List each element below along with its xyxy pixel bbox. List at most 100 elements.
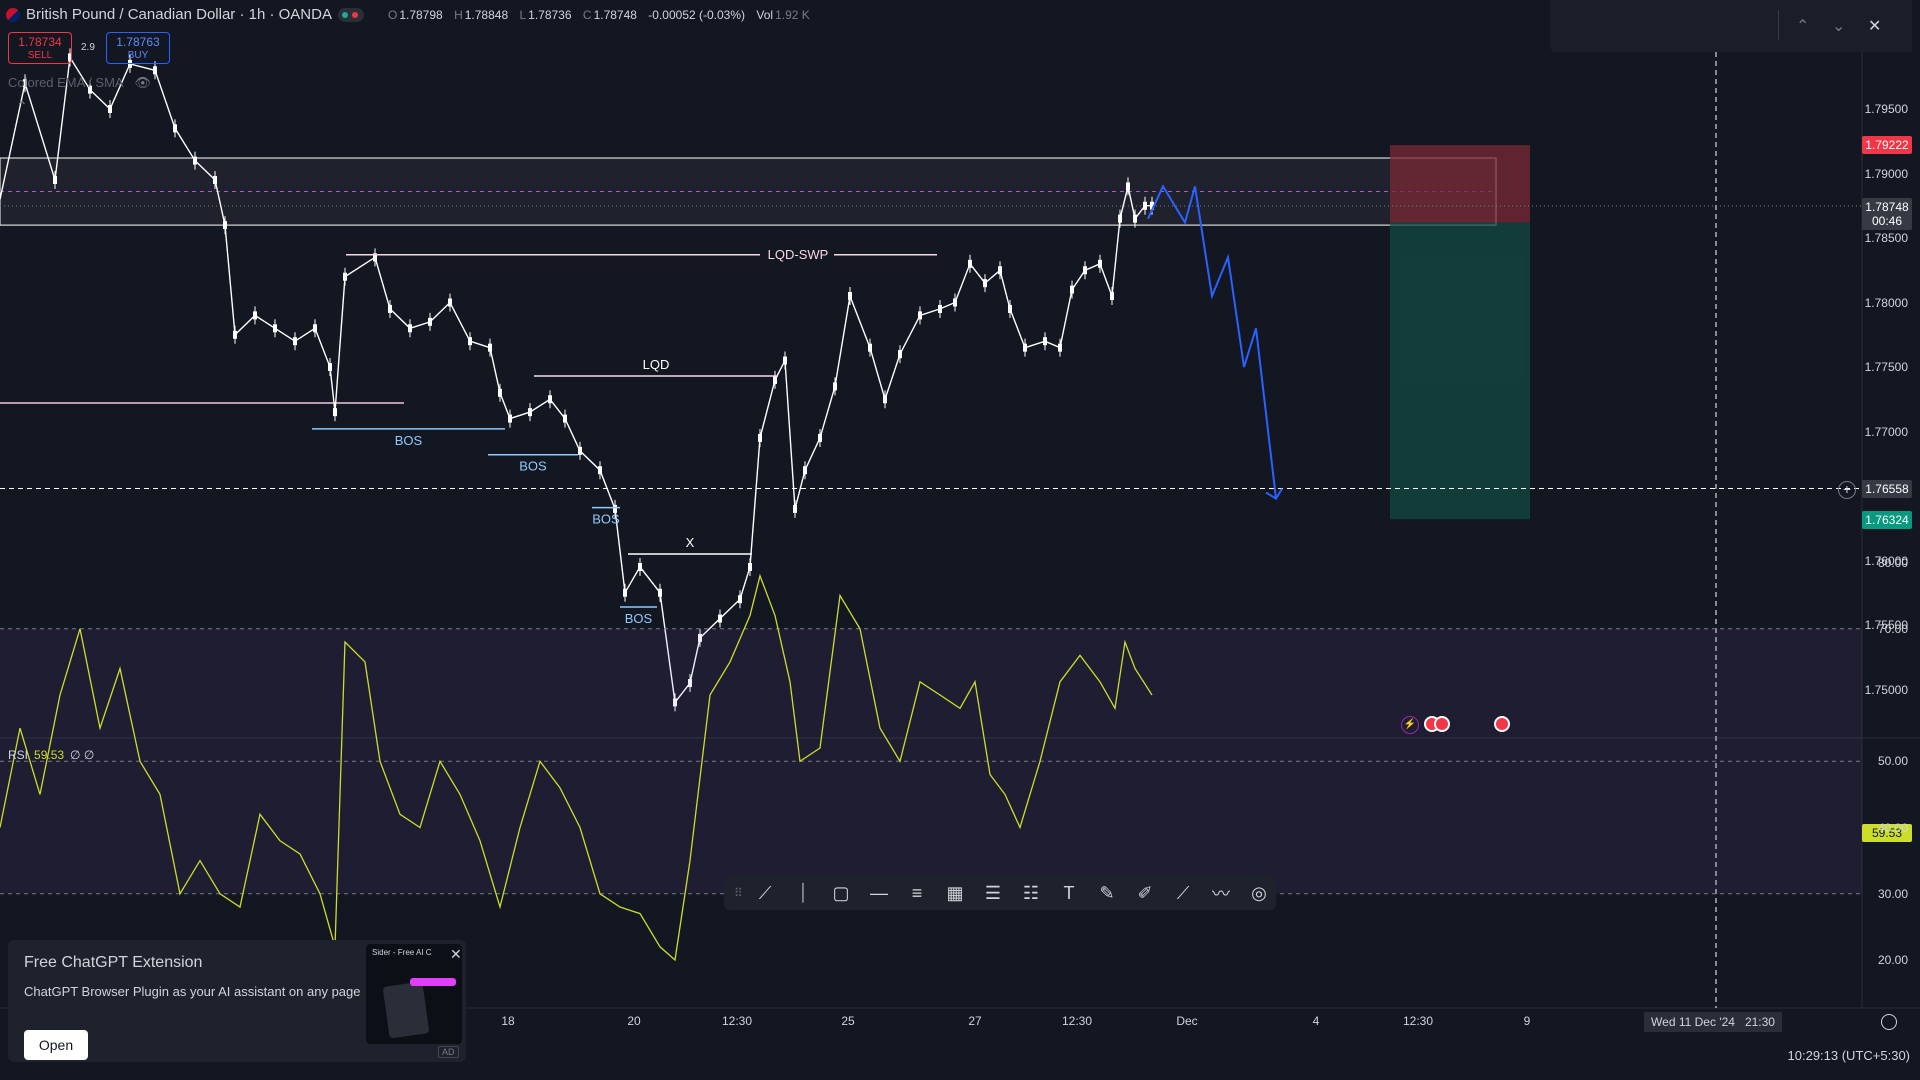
candle-body <box>253 311 257 320</box>
parallel-channel-icon[interactable]: ≡ <box>911 882 923 903</box>
bos-label: BOS <box>395 433 423 448</box>
phone-illustration <box>382 981 430 1039</box>
rsi-tick-label: 40.00 <box>1877 820 1908 835</box>
rsi-tick-label: 30.00 <box>1877 886 1908 901</box>
candle-body <box>333 408 337 417</box>
price-tick-label: 1.77000 <box>1864 424 1908 439</box>
rsi-value-tag: 59.53 <box>1862 824 1912 842</box>
rsi-tick-label: 70.00 <box>1877 621 1908 636</box>
candle-body <box>938 304 942 313</box>
candle-body <box>373 253 377 262</box>
candle-body <box>613 504 617 513</box>
candle-body <box>718 614 722 623</box>
annotation-label: LQD <box>643 357 670 372</box>
spread-value: 2.9 <box>81 42 95 53</box>
buy-label: BUY <box>127 50 149 61</box>
drag-handle-icon[interactable]: ⠿ <box>734 886 743 900</box>
candle-body <box>343 272 347 281</box>
buy-button[interactable]: 1.78763 BUY <box>106 32 170 64</box>
text-icon[interactable]: T <box>1063 882 1075 903</box>
candle-body <box>213 175 217 184</box>
path-icon[interactable]: 〰 <box>1212 884 1230 904</box>
candle-body <box>68 53 72 62</box>
grid-icon[interactable]: ▦ <box>946 882 964 903</box>
candle-body <box>108 105 112 113</box>
candle-body <box>793 504 797 513</box>
lightning-event-icon[interactable]: ⚡ <box>1401 716 1419 734</box>
rectangle-icon[interactable]: ▢ <box>832 882 850 903</box>
eye-hidden-icon[interactable]: 👁 <box>134 75 152 90</box>
candle-body <box>233 330 237 339</box>
candle-body <box>563 414 567 423</box>
price-tick-label: 1.77500 <box>1864 360 1908 374</box>
time-tick-label: 25 <box>841 1014 855 1028</box>
candle-body <box>1118 214 1122 223</box>
canada-event-icon[interactable] <box>1494 716 1510 732</box>
rsi-header[interactable]: RSI 59.53 ∅ ∅ <box>8 748 94 762</box>
candle-body <box>998 266 1002 275</box>
add-alert-icon[interactable]: + <box>1838 481 1856 499</box>
price-tick-label: 1.75500 <box>1864 618 1908 632</box>
candle-body <box>1133 214 1137 223</box>
time-tick-label: 12:30 <box>1061 1014 1093 1028</box>
candle-body <box>1083 266 1087 275</box>
chart-settings-icon[interactable] <box>1881 1014 1897 1030</box>
take-profit-zone <box>1390 222 1530 520</box>
uk-event-icon[interactable] <box>1434 716 1450 732</box>
rsi-null-values: ∅ ∅ <box>70 748 95 762</box>
circle-icon[interactable]: ◎ <box>1251 882 1267 903</box>
popup-title: Free ChatGPT Extension <box>24 954 203 971</box>
fib-retracement-icon[interactable]: ☰ <box>984 882 1002 903</box>
indicator-label[interactable]: Colored EMA / SMA 👁 <box>8 75 152 90</box>
candle-body <box>153 66 157 75</box>
fib-channel-icon[interactable]: ☷ <box>1022 882 1040 903</box>
vertical-line-icon[interactable]: ⏐ <box>797 882 809 903</box>
time-tick-label: 18 <box>501 1014 515 1028</box>
close-icon[interactable]: ✕ <box>1868 18 1882 35</box>
candle-body <box>818 433 822 442</box>
sell-price: 1.78734 <box>18 35 62 49</box>
crosshair-price-tag: 1.76558 <box>1862 480 1912 498</box>
popup-close-icon[interactable]: ✕ <box>450 946 462 962</box>
symbol-header[interactable]: British Pound / Canadian Dollar · 1h · O… <box>6 6 810 23</box>
candle-body <box>848 292 852 301</box>
candle-body <box>658 588 662 597</box>
drawing-toolbar[interactable]: ⠿ ⟋ ⏐ ▢ — ≡ ▦ ☰ ☷ T ✎ ✐ ⟋ 〰 ◎ <box>724 876 1276 910</box>
popup-thumbnail[interactable]: Sider - Free AI C <box>366 944 462 1044</box>
chevron-up-icon[interactable]: ⌃ <box>1796 18 1810 35</box>
status-clock: 10:29:13 (UTC+5:30) <box>1787 1048 1910 1063</box>
candle-body <box>53 175 57 184</box>
popup-open-button[interactable]: Open <box>24 1030 88 1060</box>
price-tick-label: 1.78500 <box>1864 231 1908 245</box>
time-tick-label: 27 <box>968 1014 982 1028</box>
candle-body <box>758 433 762 442</box>
chevron-down-icon[interactable]: ⌄ <box>1832 18 1846 35</box>
collapse-chevron-icon[interactable]: ⌃ <box>16 98 28 114</box>
top-right-panel[interactable]: ⌃ ⌄ ✕ <box>1550 0 1912 52</box>
rsi-tick-label: 50.00 <box>1877 754 1908 769</box>
brush-icon[interactable]: ✎ <box>1099 882 1115 903</box>
candle-body <box>448 298 452 307</box>
market-status-icon <box>337 7 364 22</box>
extension-ad-popup[interactable]: Free ChatGPT Extension ChatGPT Browser P… <box>8 940 466 1062</box>
ray-icon[interactable]: ⟋ <box>1176 882 1190 903</box>
rsi-tick-label: 20.00 <box>1877 953 1908 967</box>
symbol-title[interactable]: British Pound / Canadian Dollar · 1h · O… <box>26 6 332 23</box>
candle-body <box>598 466 602 475</box>
time-tick-label: 12:30 <box>721 1014 753 1028</box>
highlighter-icon[interactable]: ✐ <box>1137 882 1153 903</box>
candle-body <box>673 698 677 707</box>
current-price-tag: 1.78748 00:46 <box>1862 198 1912 230</box>
rsi-label: RSI <box>8 748 29 762</box>
candle-body <box>1043 337 1047 346</box>
candle-body <box>868 343 872 352</box>
candle-body <box>898 350 902 359</box>
trend-line-icon[interactable]: ⟋ <box>758 882 772 903</box>
sell-button[interactable]: 1.78734 SELL <box>8 32 72 64</box>
candle-body <box>1008 304 1012 313</box>
candle-body <box>803 466 807 475</box>
forecast-path <box>1147 184 1277 499</box>
candle-body <box>273 324 277 333</box>
horizontal-line-icon[interactable]: — <box>870 882 888 903</box>
